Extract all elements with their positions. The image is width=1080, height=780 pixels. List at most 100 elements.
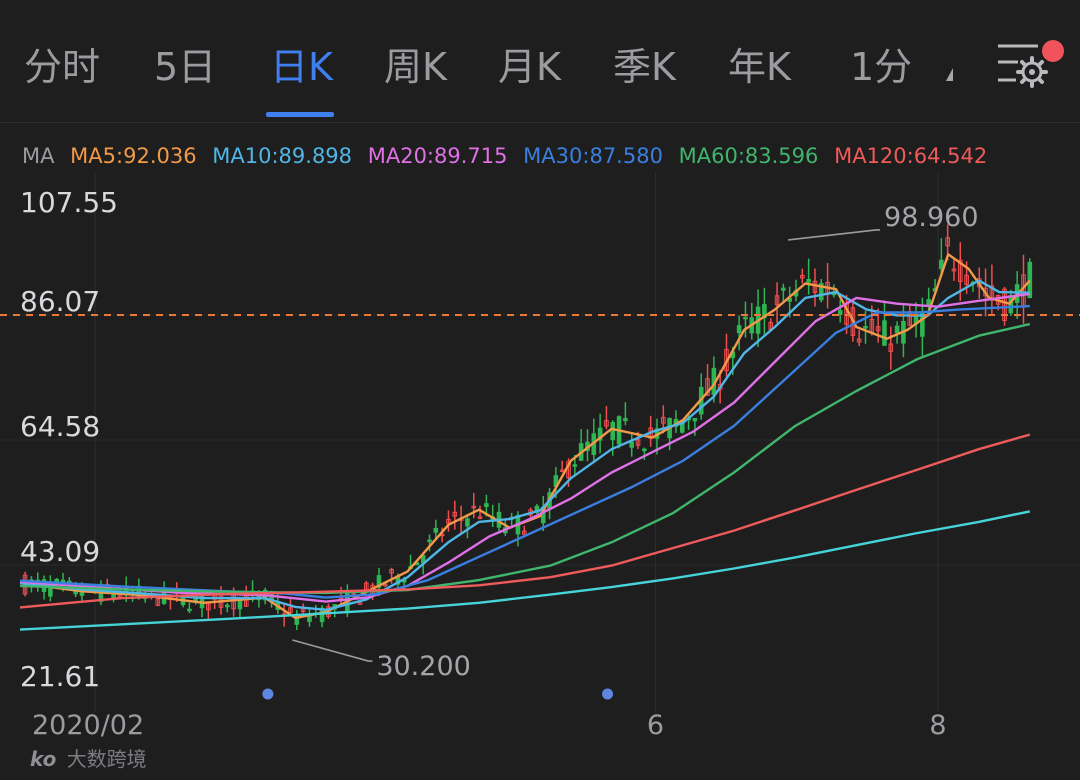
candle-body [521, 530, 527, 535]
active-tab-indicator [266, 112, 334, 117]
ma20-value: MA20:89.715 [367, 144, 508, 168]
y-tick-label: 43.09 [20, 535, 100, 568]
candle-body [818, 283, 824, 301]
candle-body [692, 417, 698, 422]
candle-body [888, 343, 894, 352]
candle-body [875, 326, 881, 332]
x-tick-label: 6 [647, 710, 664, 741]
watermark-logo: ko [30, 747, 57, 771]
ma60-line [19, 322, 1031, 595]
tab-intraday[interactable]: 分时 [24, 45, 101, 89]
dropdown-arrow-icon[interactable] [946, 68, 953, 81]
long-term-ma-line [19, 510, 1031, 631]
candle-body [597, 427, 603, 441]
candle-body [111, 594, 116, 599]
y-tick-label: 107.55 [20, 186, 118, 219]
ma5-value: MA5:92.036 [70, 144, 197, 168]
tab-1-minute[interactable]: 1分 [850, 45, 913, 89]
candle-body [1002, 288, 1007, 321]
candle-body [319, 607, 325, 623]
candle-body [964, 274, 969, 285]
event-marker-dot[interactable] [602, 688, 614, 700]
period-tab-bar: 分时 5日 日K 周K 月K 季K 年K 1分 [0, 0, 1080, 123]
candle-body [629, 441, 635, 448]
x-tick-label: 8 [929, 710, 946, 741]
candle-body [642, 448, 647, 452]
candle-body [382, 583, 388, 587]
annotation-leader [787, 229, 881, 241]
candle-body [237, 599, 243, 610]
tab-monthly-k[interactable]: 月K [498, 45, 561, 89]
candle-body [856, 338, 862, 343]
candle-body [433, 527, 439, 533]
ma-legend-label: MA [22, 144, 55, 168]
ma-legend: MA MA5:92.036 MA10:89.898 MA20:89.715 MA… [22, 142, 996, 170]
candle-body [837, 309, 843, 315]
candle-body [427, 539, 432, 543]
candle-body [357, 602, 363, 605]
candle-body [939, 259, 944, 270]
candle-body [1027, 261, 1033, 298]
candle-body [661, 416, 666, 424]
candle-body [446, 518, 451, 524]
tab-daily-k[interactable]: 日K [270, 45, 333, 89]
x-tick-label: 2020/02 [32, 710, 144, 741]
candle-body [572, 464, 578, 467]
candle-body [307, 615, 312, 622]
ma30-value: MA30:87.580 [523, 144, 663, 168]
ma10-line [19, 279, 1030, 611]
tab-5-day[interactable]: 5日 [154, 45, 217, 89]
tab-quarterly-k[interactable]: 季K [613, 45, 676, 89]
watermark-text: 大数跨境 [66, 747, 147, 771]
ma120-line [19, 433, 1031, 609]
candle-body [635, 439, 641, 446]
settings-menu-icon[interactable] [990, 34, 1070, 96]
low-price-label: 30.200 [376, 651, 470, 682]
candle-body [484, 503, 489, 508]
y-tick-label: 64.58 [20, 410, 100, 443]
candle-body [465, 518, 470, 527]
tab-weekly-k[interactable]: 周K [384, 45, 447, 89]
candle-body [54, 578, 59, 583]
ma10-value: MA10:89.898 [212, 144, 353, 168]
candle-body [187, 608, 192, 612]
candle-body [743, 316, 748, 320]
kline-chart[interactable]: 107.55 86.07 64.58 43.09 21.61 2020/02 6 8 98.96… [0, 172, 1080, 742]
ma30-line [19, 304, 1030, 599]
candle-body [610, 421, 616, 441]
candle-body [452, 511, 458, 517]
watermark: ko 大数跨境 [30, 742, 147, 776]
candle-body [945, 237, 950, 247]
candle-body [951, 268, 957, 272]
y-tick-label: 21.61 [20, 660, 100, 693]
notification-dot [1042, 40, 1064, 62]
ma60-value: MA60:83.596 [678, 144, 819, 168]
candle-body [225, 604, 230, 608]
annotation-leader [292, 639, 373, 662]
candle-body [155, 598, 161, 606]
candle-body [882, 320, 887, 346]
ma20-line [19, 292, 1030, 603]
candle-body [774, 295, 780, 306]
candle-body [376, 575, 382, 588]
candle-body [477, 516, 483, 519]
candle-body [604, 420, 609, 427]
high-price-label: 98.960 [884, 202, 978, 233]
event-marker-dot[interactable] [262, 688, 274, 700]
tab-yearly-k[interactable]: 年K [728, 45, 791, 89]
candle-body [623, 417, 628, 422]
candle-body [800, 274, 805, 279]
candle-body [471, 505, 477, 509]
candle-body [79, 592, 85, 596]
candle-body [705, 378, 710, 396]
candle-body [957, 259, 963, 282]
candle-body [736, 325, 742, 334]
candle-body [894, 325, 900, 334]
candle-body [389, 569, 394, 574]
candle-body [812, 280, 818, 293]
candle-body [781, 287, 786, 291]
ma120-value: MA120:64.542 [834, 144, 988, 168]
candle-body [806, 278, 811, 283]
y-tick-label: 86.07 [20, 285, 100, 318]
candle-body [288, 607, 293, 613]
